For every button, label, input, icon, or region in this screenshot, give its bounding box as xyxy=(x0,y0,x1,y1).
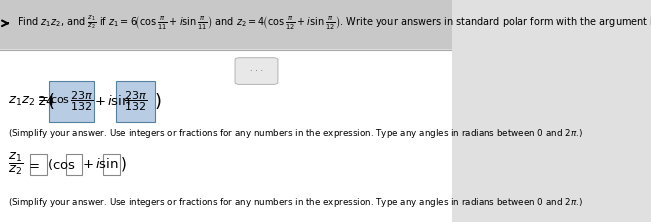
Text: $+\,i\sin$: $+\,i\sin$ xyxy=(94,94,130,108)
FancyBboxPatch shape xyxy=(49,81,94,122)
Text: $=$: $=$ xyxy=(26,158,40,171)
Text: (Simplify your answer. Use integers or fractions for any numbers in the expressi: (Simplify your answer. Use integers or f… xyxy=(8,196,583,208)
Text: $\dfrac{z_1}{z_2}$: $\dfrac{z_1}{z_2}$ xyxy=(8,151,23,177)
Text: Find $z_1z_2$, and $\frac{z_1}{z_2}$ if $z_1=6\!\left(\cos\frac{\pi}{11}+i\sin\f: Find $z_1z_2$, and $\frac{z_1}{z_2}$ if … xyxy=(17,14,651,32)
Text: $($: $($ xyxy=(47,91,54,111)
FancyBboxPatch shape xyxy=(66,154,82,175)
Text: $z_1z_2=$: $z_1z_2=$ xyxy=(8,94,49,108)
Text: $)$: $)$ xyxy=(154,91,161,111)
Text: $24$: $24$ xyxy=(37,95,55,107)
FancyBboxPatch shape xyxy=(0,50,452,222)
FancyBboxPatch shape xyxy=(116,81,154,122)
Text: $(\cos$: $(\cos$ xyxy=(47,157,76,172)
Text: $)$: $)$ xyxy=(120,155,126,173)
Text: $\dfrac{23\pi}{132}$: $\dfrac{23\pi}{132}$ xyxy=(124,89,146,113)
Text: $+\,i\sin$: $+\,i\sin$ xyxy=(82,157,119,171)
FancyBboxPatch shape xyxy=(104,154,120,175)
Text: (Simplify your answer. Use integers or fractions for any numbers in the expressi: (Simplify your answer. Use integers or f… xyxy=(8,127,583,140)
Text: $\cos\dfrac{23\pi}{132}$: $\cos\dfrac{23\pi}{132}$ xyxy=(49,89,93,113)
FancyBboxPatch shape xyxy=(235,58,278,84)
FancyBboxPatch shape xyxy=(31,154,47,175)
Text: · · ·: · · · xyxy=(250,67,263,75)
FancyBboxPatch shape xyxy=(0,0,452,49)
